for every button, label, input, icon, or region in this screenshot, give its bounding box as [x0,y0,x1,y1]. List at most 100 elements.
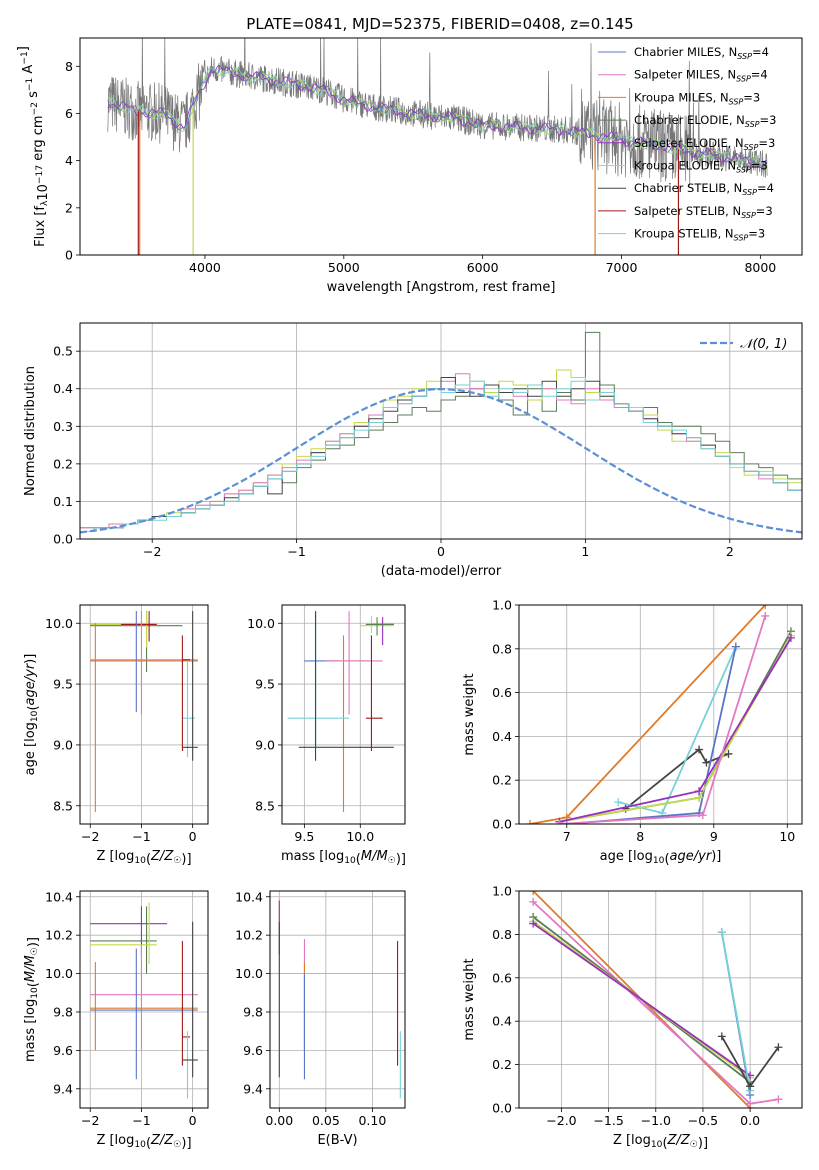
mass-weight-line-kroupa_elodie [559,635,792,823]
x-axis-label: (data-model)/error [381,564,502,579]
x-axis-label: wavelength [Angstrom, rest frame] [327,280,556,295]
x-tick-label: 10.0 [346,829,374,844]
y-tick-label: 2 [65,200,73,215]
x-tick-label: 0.00 [265,1113,293,1128]
mass_vs_ebv-points [278,896,401,1099]
y-tick-label: 10.4 [235,889,263,904]
x-tick-label: 8000 [744,260,776,275]
age_vs_mass-frame [281,604,406,825]
model-spectrum-kroupa_stelib [107,67,768,166]
legend-label: Kroupa MILES, NSSP=3 [634,90,760,106]
y-tick-label: 10.4 [45,889,73,904]
point-marker [717,928,726,937]
point-marker [774,1043,783,1052]
x-tick-label: 10 [779,829,795,844]
mass_vs_ebv-frame [269,890,406,1109]
gaussian-curve [80,387,802,534]
point-marker [555,820,564,824]
mass_weight_vs_Z-lines [529,891,783,1108]
histogram-salpeter_miles [80,373,802,539]
point-marker [746,1082,755,1091]
y-axis-label: mass weight [462,958,477,1040]
mass-weight-line-chabrier_stelib [625,748,729,810]
x-tick-label: 5000 [328,260,360,275]
y-axis-label: mass [log10(M/M☉)] [23,937,41,1062]
residual-histograms [80,331,802,539]
x-tick-label: 9.5 [294,829,314,844]
x-tick-label: −1 [132,1113,150,1128]
point-marker [529,891,538,895]
x-tick-label: 9 [710,829,718,844]
y-tick-label: 9.4 [53,1081,73,1096]
mass-weight-line-chabrier_elodie [559,630,792,823]
point-marker [526,820,535,824]
y-tick-label: 9.6 [53,1043,73,1058]
age_vs_Z-points [90,611,198,812]
y-tick-label: 0.0 [492,1101,512,1116]
x-tick-label: 1 [581,544,589,559]
y-tick-label: 9.0 [53,737,73,752]
spectrum-plot [107,38,768,255]
mass_weight_vs_age-frame [518,604,803,825]
y-tick-label: 0.2 [492,773,512,788]
mass_vs_ebv-axes: 0.00 0.05 0.10 9.4 9.6 9.8 10.0 10.2 10.4 E(B-V) [235,889,405,1148]
y-tick-label: 0.5 [53,344,73,359]
x-tick-label: 0.05 [312,1113,340,1128]
histogram-kroupa_elodie [80,369,802,539]
y-tick-label: 0.0 [53,532,73,547]
y-tick-label: 8.5 [255,798,275,813]
legend-label: Salpeter STELIB, NSSP=3 [634,204,773,220]
y-tick-label: 0.6 [492,970,512,985]
y-axis-label: Flux [fλ10−17 erg cm−2 s−1 A−1] [16,46,51,247]
legend-label: Kroupa ELODIE, NSSP=3 [634,159,768,175]
x-tick-label: −2 [81,829,99,844]
legend-label: Kroupa STELIB, NSSP=3 [634,227,765,243]
mass_weight_vs_age-axes: 7 8 9 10 0.0 0.2 0.4 0.6 0.8 1.0 age [log10(age/yr… [462,598,802,867]
mass-weight-line-kroupa_stelib [720,932,751,1091]
x-axis-label: Z [log10(Z/Z☉)] [96,849,191,867]
y-tick-label: 10.0 [247,616,275,631]
age_vs_Z-axes: −2 −1 0 8.5 9.0 9.5 10.0 Z [log10(Z/Z☉)] age [lo… [23,605,208,867]
x-axis-label: E(B-V) [317,1133,357,1148]
point-marker [724,749,733,758]
y-tick-label: 0.4 [53,381,73,396]
point-marker [529,897,538,906]
point-marker [761,611,770,620]
x-tick-label: −1.5 [593,1113,623,1128]
y-tick-label: 10.2 [235,928,263,943]
y-tick-label: 0.2 [53,456,73,471]
point-marker [695,745,704,754]
point-marker [614,798,623,807]
mass_vs_Z-axes: −2 −1 0 9.4 9.6 9.8 10.0 10.2 10.4 Z [log10(Z/Z☉)… [23,889,208,1151]
x-tick-label: 6000 [467,260,499,275]
x-axis-label: mass [log10(M/M☉)] [281,849,406,867]
mass-weight-line-salpeter_elodie [559,637,792,823]
x-tick-label: 7 [563,829,571,844]
y-tick-label: 10.0 [45,966,73,981]
y-tick-label: 0.0 [492,817,512,832]
point-marker [695,787,704,796]
point-marker [702,758,711,767]
y-tick-label: 9.8 [53,1004,73,1019]
mass_weight_vs_age-lines [526,605,795,824]
y-axis-label: Normed distribution [23,366,38,496]
residuals-axes: −2 −1 0 1 2 0.0 0.1 0.2 0.3 0.4 0.5 (data-model)/er… [23,323,802,579]
y-tick-label: 0.6 [492,685,512,700]
legend-label: Salpeter ELODIE, NSSP=3 [634,136,775,152]
x-tick-label: −2.0 [546,1113,576,1128]
legend-label: Chabrier ELODIE, NSSP=3 [634,113,776,129]
y-tick-label: 10.0 [235,966,263,981]
y-tick-label: 1.0 [492,598,512,613]
y-tick-label: 9.0 [255,737,275,752]
x-tick-label: −1.0 [641,1113,671,1128]
x-tick-label: −1 [287,544,305,559]
mass-weight-line-chabrier_miles [566,646,737,824]
legend-label: Chabrier MILES, NSSP=4 [634,45,769,61]
x-tick-label: 0.0 [740,1113,760,1128]
y-tick-label: 8.5 [53,798,73,813]
x-tick-label: 0.10 [358,1113,386,1128]
x-tick-label: −2 [143,544,161,559]
figure-title: PLATE=0841, MJD=52375, FIBERID=0408, z=0… [246,15,633,33]
mass_weight_vs_Z-axes: −2.0 −1.5 −1.0 −0.5 0.0 0.0 0.2 0.4 0.6 0.8 1.0 Z [… [462,884,802,1151]
